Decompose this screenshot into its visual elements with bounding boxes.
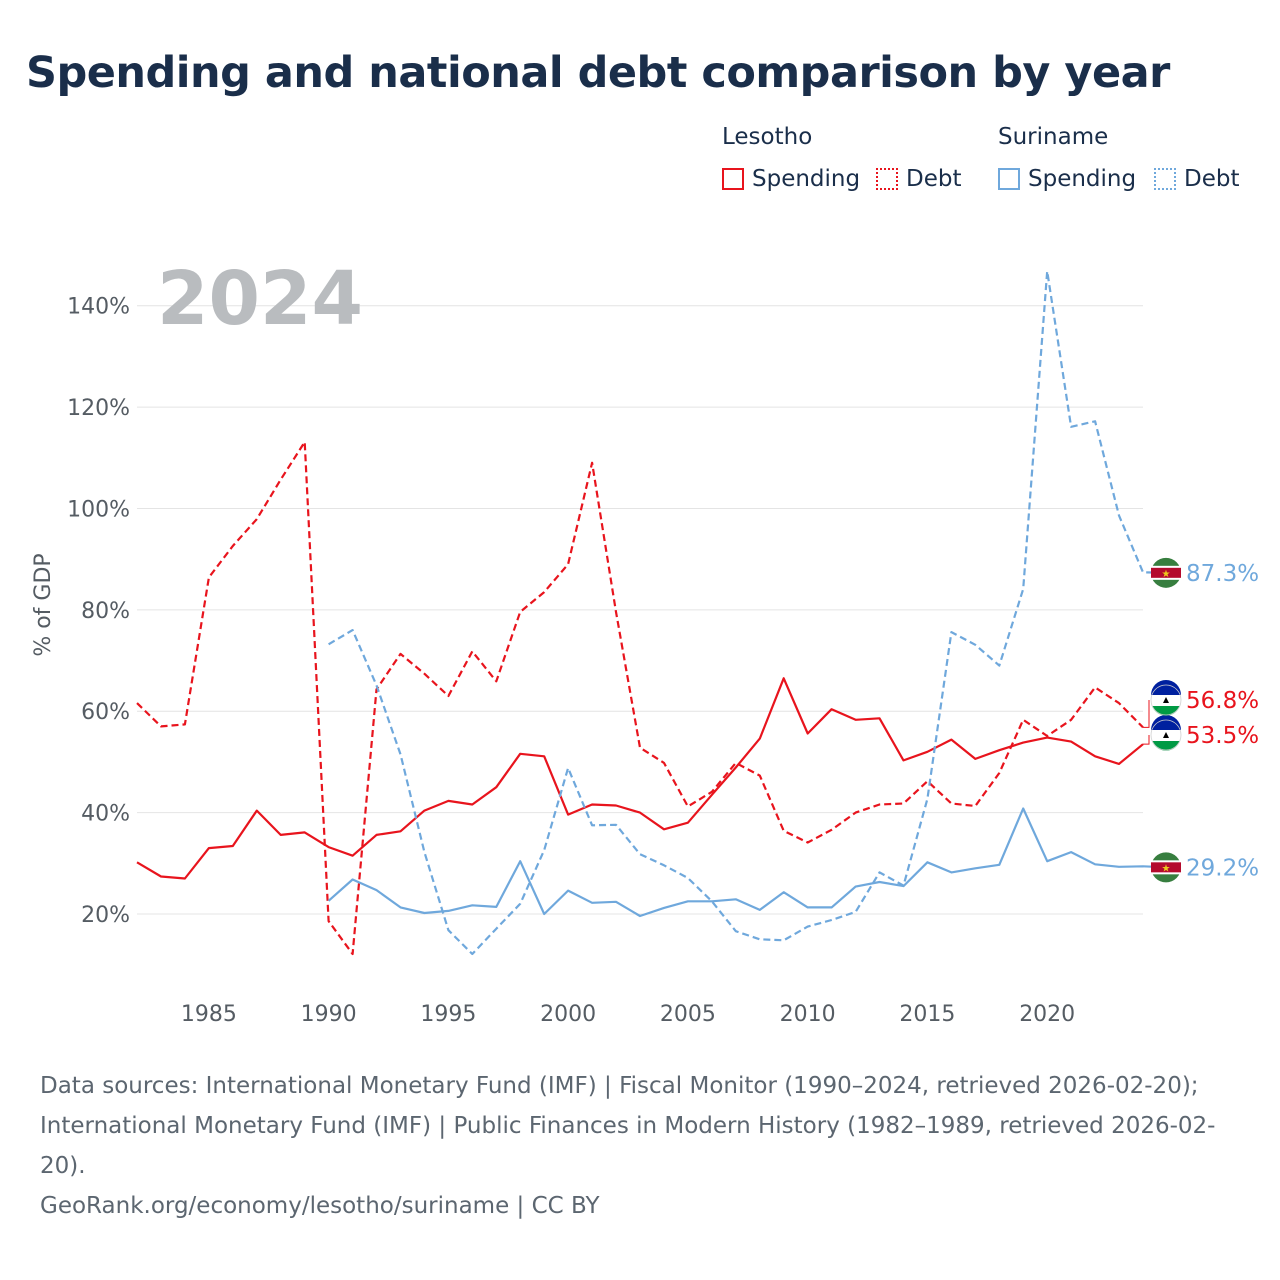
legend-swatch-solid-red — [722, 168, 744, 190]
y-tick-120: 120% — [67, 396, 130, 421]
sources-line-4[interactable]: GeoRank.org/economy/lesotho/suriname | C… — [40, 1193, 600, 1219]
y-tick-40: 40% — [81, 802, 130, 827]
year-watermark: 2024 — [157, 256, 363, 342]
flag-red — [1151, 567, 1181, 578]
x-tick-1990: 1990 — [301, 1002, 357, 1027]
series-line-suriname-spending — [327, 807, 1168, 918]
flag-hat — [1163, 732, 1169, 738]
grid-lines — [137, 305, 1143, 915]
flag-star: ★ — [1162, 863, 1171, 874]
legend-item-suriname-spending[interactable]: Spending — [998, 166, 1136, 192]
y-axis-label: % of GDP — [31, 553, 56, 656]
flag-green — [1152, 741, 1180, 751]
sources-line-1: Data sources: International Monetary Fun… — [40, 1073, 1199, 1099]
x-tick-1985: 1985 — [181, 1002, 237, 1027]
end-label-lesotho-spending: 53.5% — [1186, 723, 1259, 749]
sources-line-2: International Monetary Fund (IMF) | Publ… — [40, 1113, 1216, 1139]
series-line-suriname-debt — [328, 270, 1168, 956]
flag-red — [1151, 862, 1181, 873]
y-tick-80: 80% — [81, 599, 130, 624]
data-sources: Data sources: International Monetary Fun… — [40, 1066, 1240, 1226]
flag-green — [1152, 706, 1180, 716]
legend-label-lesotho-debt: Debt — [906, 166, 962, 192]
series-line-lesotho-spending — [136, 677, 1144, 880]
flag-border — [1150, 684, 1182, 716]
line-chart: 2024 % of GDP 20% 40% 60% 80% 100% 120% 140% 1… — [31, 256, 1259, 1027]
flag-blue — [1151, 715, 1181, 730]
legend-swatch-solid-blue — [998, 168, 1020, 190]
legend-label-suriname-debt: Debt — [1184, 166, 1240, 192]
flag-lesotho-spending — [1150, 715, 1182, 751]
legend-item-lesotho-debt[interactable]: Debt — [876, 166, 961, 192]
end-label-suriname-debt: 87.3% — [1186, 561, 1259, 587]
x-tick-1995: 1995 — [420, 1002, 476, 1027]
y-tick-labels: 20% 40% 60% 80% 100% 120% 140% — [67, 295, 130, 928]
series-line-lesotho-debt — [136, 440, 1144, 956]
sources-line-3: 20). — [40, 1153, 86, 1179]
y-tick-20: 20% — [81, 903, 130, 928]
x-tick-2020: 2020 — [1019, 1002, 1075, 1027]
chart-title: Spending and national debt comparison by… — [26, 48, 1170, 98]
leader-line-lesotho-spending — [1143, 735, 1150, 745]
flag-blue — [1151, 680, 1181, 695]
flag-border — [1150, 719, 1182, 751]
legend-swatch-dotted-blue — [1154, 168, 1176, 190]
legend-item-suriname-debt[interactable]: Debt — [1154, 166, 1239, 192]
x-tick-2015: 2015 — [899, 1002, 955, 1027]
flag-lesotho-debt — [1150, 680, 1182, 716]
legend-label-suriname-spending: Spending — [1028, 166, 1137, 192]
legend-title-lesotho: Lesotho — [722, 124, 813, 150]
y-tick-140: 140% — [67, 295, 130, 320]
end-label-suriname-spending: 29.2% — [1186, 855, 1259, 881]
y-tick-100: 100% — [67, 497, 130, 522]
x-tick-2005: 2005 — [660, 1002, 716, 1027]
end-label-lesotho-debt: 56.8% — [1186, 688, 1259, 714]
y-tick-60: 60% — [81, 700, 130, 725]
flag-suriname-debt: ★ — [1151, 557, 1181, 588]
x-tick-2000: 2000 — [540, 1002, 596, 1027]
end-labels: 53.5% 56.8% ★ 29.2% ★ 87.3% — [1143, 557, 1259, 883]
flag-hat — [1163, 697, 1169, 703]
x-tick-2010: 2010 — [780, 1002, 836, 1027]
x-tick-labels: 1985 1990 1995 2000 2005 2010 2015 2020 — [181, 1002, 1075, 1027]
flag-star: ★ — [1162, 569, 1171, 580]
leader-line-lesotho-debt — [1143, 700, 1150, 728]
legend-title-suriname: Suriname — [998, 124, 1109, 150]
legend-label-lesotho-spending: Spending — [752, 166, 861, 192]
legend-swatch-dotted-red — [876, 168, 898, 190]
flag-suriname-spending: ★ — [1151, 852, 1181, 883]
series-lines — [136, 270, 1168, 956]
legend-item-lesotho-spending[interactable]: Spending — [722, 166, 860, 192]
